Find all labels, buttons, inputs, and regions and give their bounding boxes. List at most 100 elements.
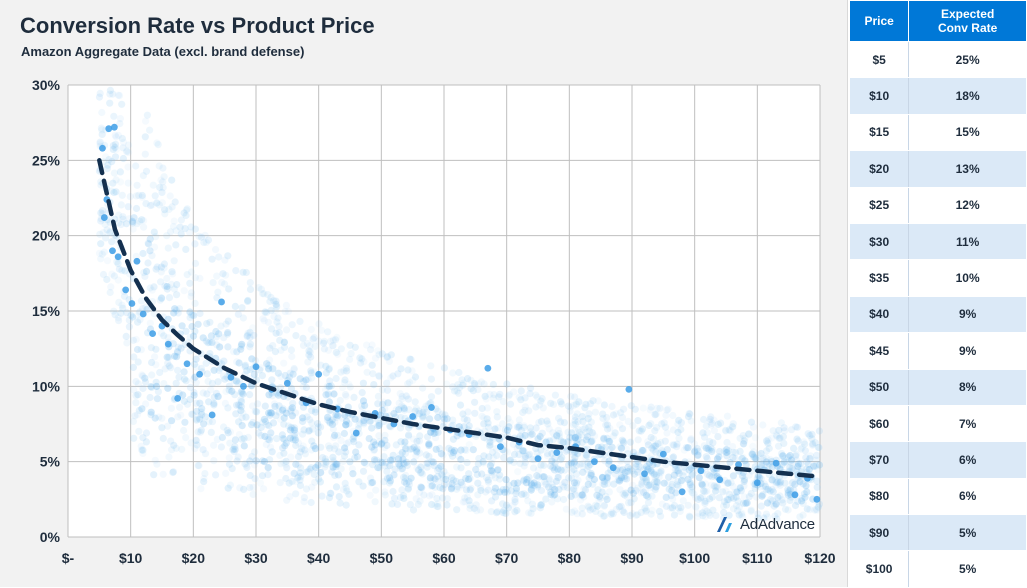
cloud-point [220, 334, 228, 342]
cloud-point [271, 402, 279, 410]
cloud-point [239, 409, 247, 417]
cloud-point [595, 493, 604, 501]
y-tick-label: 10% [32, 378, 61, 394]
cloud-point [776, 464, 784, 472]
cloud-point [517, 396, 525, 404]
cloud-point [290, 364, 298, 373]
cloud-point [680, 468, 688, 476]
cloud-point [656, 404, 664, 412]
cloud-point [243, 332, 251, 340]
cloud-point [420, 405, 428, 413]
cloud-point [579, 460, 587, 468]
cloud-point [713, 482, 721, 490]
cloud-point [567, 392, 575, 400]
cloud-point [144, 259, 152, 267]
cloud-point [130, 353, 138, 361]
cloud-point [154, 141, 162, 149]
cloud-point [141, 378, 150, 386]
cloud-point [140, 217, 148, 225]
cloud-point [548, 498, 556, 506]
cloud-point [152, 265, 160, 273]
cloud-point [687, 417, 695, 425]
cloud-point [329, 456, 337, 465]
cloud-point [285, 373, 293, 381]
cloud-point [97, 124, 105, 132]
cloud-point [96, 230, 104, 238]
cloud-point [690, 490, 698, 498]
cloud-point [326, 444, 334, 452]
cloud-point [322, 362, 330, 370]
cloud-point [215, 253, 223, 261]
cloud-point [404, 484, 413, 492]
cloud-point [554, 471, 563, 479]
cloud-point [208, 338, 216, 347]
data-point [791, 491, 799, 499]
cloud-point [449, 435, 457, 443]
cloud-point [686, 513, 694, 521]
cloud-point [138, 405, 146, 413]
cloud-point [466, 501, 474, 509]
cloud-point [618, 436, 626, 444]
cloud-point [600, 435, 608, 443]
conv-rate-cell: 10% [908, 259, 1027, 297]
cloud-point [633, 511, 641, 519]
cloud-point [197, 233, 205, 241]
cloud-point [360, 358, 368, 366]
cloud-point [599, 410, 607, 418]
cloud-point [574, 432, 582, 440]
cloud-point [265, 365, 273, 373]
cloud-point [351, 343, 359, 351]
cloud-point [481, 392, 489, 400]
cloud-point [571, 433, 580, 441]
cloud-point [177, 344, 185, 352]
cloud-point [119, 154, 127, 163]
cloud-point [806, 455, 814, 463]
cloud-point [809, 440, 817, 448]
cloud-point [775, 434, 783, 443]
cloud-point [277, 460, 285, 468]
cloud-point [352, 448, 360, 456]
cloud-point [170, 309, 178, 317]
data-point [591, 458, 598, 466]
cloud-point [339, 384, 347, 392]
cloud-point [721, 476, 729, 484]
cloud-point [321, 385, 330, 394]
cloud-point [561, 466, 569, 474]
cloud-point [562, 505, 570, 513]
cloud-point [234, 310, 243, 318]
cloud-point [698, 493, 707, 501]
cloud-point [218, 433, 226, 442]
cloud-point [249, 490, 257, 498]
cloud-point [650, 435, 658, 443]
cloud-point [813, 477, 821, 485]
cloud-point [487, 508, 495, 516]
cloud-point [241, 361, 249, 369]
cloud-point [135, 191, 143, 199]
cloud-point [502, 501, 511, 509]
cloud-point [356, 419, 364, 427]
cloud-point [262, 417, 270, 426]
cloud-point [325, 442, 333, 450]
cloud-point [115, 265, 123, 273]
cloud-point [157, 294, 166, 302]
cloud-point [493, 509, 501, 517]
data-point [139, 310, 147, 318]
cloud-point [146, 393, 154, 402]
cloud-point [496, 390, 504, 398]
cloud-point [454, 452, 463, 460]
cloud-point [649, 468, 657, 477]
cloud-point [701, 499, 709, 508]
cloud-point [98, 250, 106, 258]
cloud-point [334, 431, 342, 440]
cloud-point [117, 309, 125, 317]
cloud-point [634, 417, 642, 425]
cloud-point [617, 457, 625, 465]
cloud-point [333, 413, 341, 422]
cloud-point [537, 461, 545, 469]
cloud-point [238, 435, 246, 443]
cloud-point [489, 454, 497, 462]
cloud-point [431, 501, 439, 509]
cloud-point [500, 509, 508, 517]
cloud-point [327, 489, 335, 497]
cloud-point [287, 346, 295, 354]
